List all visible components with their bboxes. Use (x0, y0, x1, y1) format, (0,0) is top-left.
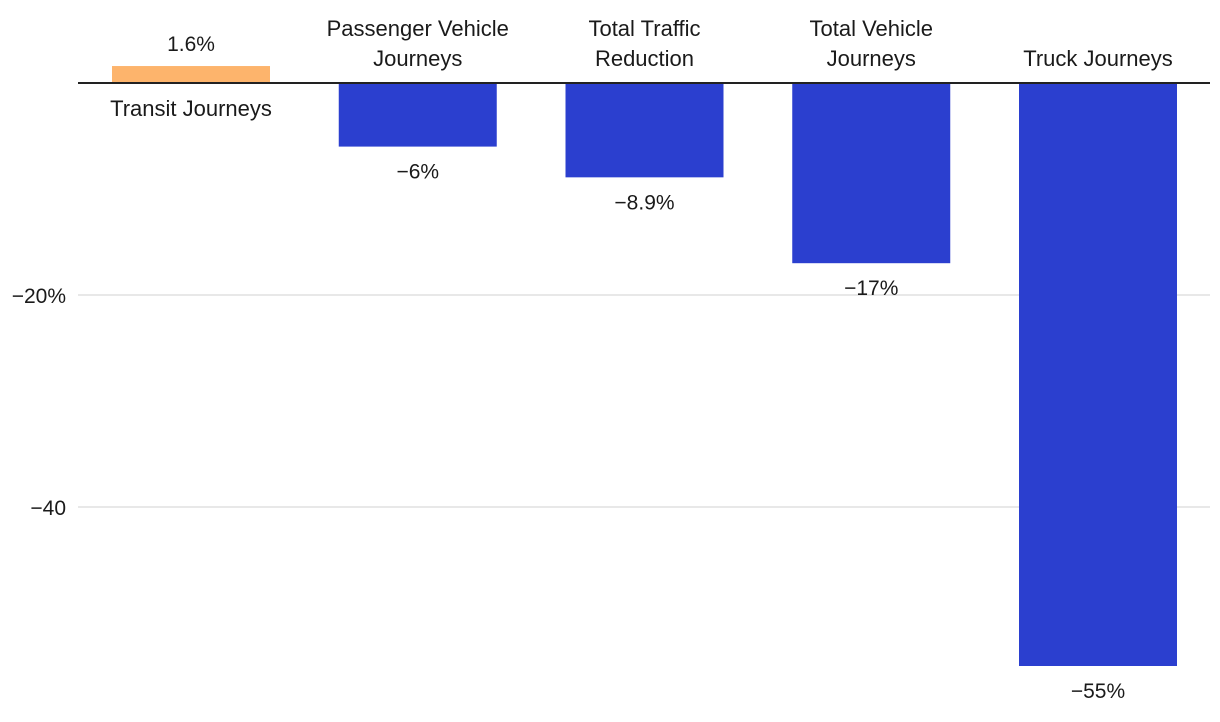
category-label-line: Reduction (595, 46, 694, 71)
category-label: Truck Journeys (1023, 46, 1173, 71)
data-label: −55% (1071, 680, 1125, 703)
category-label-line: Passenger Vehicle (327, 16, 509, 41)
category-label-line: Total Traffic (588, 16, 700, 41)
data-label: −6% (396, 161, 439, 184)
category-label: Total Traffic Reduction (588, 16, 700, 71)
bar (112, 66, 270, 83)
category-label-line: Journeys (373, 46, 462, 71)
labels: 1.6% Transit Journeys −6% Passenger Vehicle… (110, 16, 1173, 703)
category-label-line: Truck Journeys (1023, 46, 1173, 71)
category-label: Passenger Vehicle Journeys (327, 16, 509, 71)
bar (792, 83, 951, 264)
bars (112, 66, 1177, 666)
category-label: Total Vehicle Journeys (809, 16, 933, 71)
bar (1019, 83, 1177, 666)
category-label: Transit Journeys (110, 96, 272, 121)
bar (565, 83, 724, 178)
data-label: 1.6% (167, 33, 215, 56)
category-label-line: Total Vehicle (809, 16, 933, 41)
data-label: −8.9% (614, 191, 674, 214)
y-tick-label: −20% (12, 285, 66, 308)
y-tick-label: −40 (30, 497, 66, 520)
bar (338, 83, 497, 147)
y-axis-ticks: −20% −40 (12, 285, 66, 520)
category-label-line: Journeys (827, 46, 916, 71)
category-label-line: Transit Journeys (110, 96, 272, 121)
data-label: −17% (844, 277, 898, 300)
